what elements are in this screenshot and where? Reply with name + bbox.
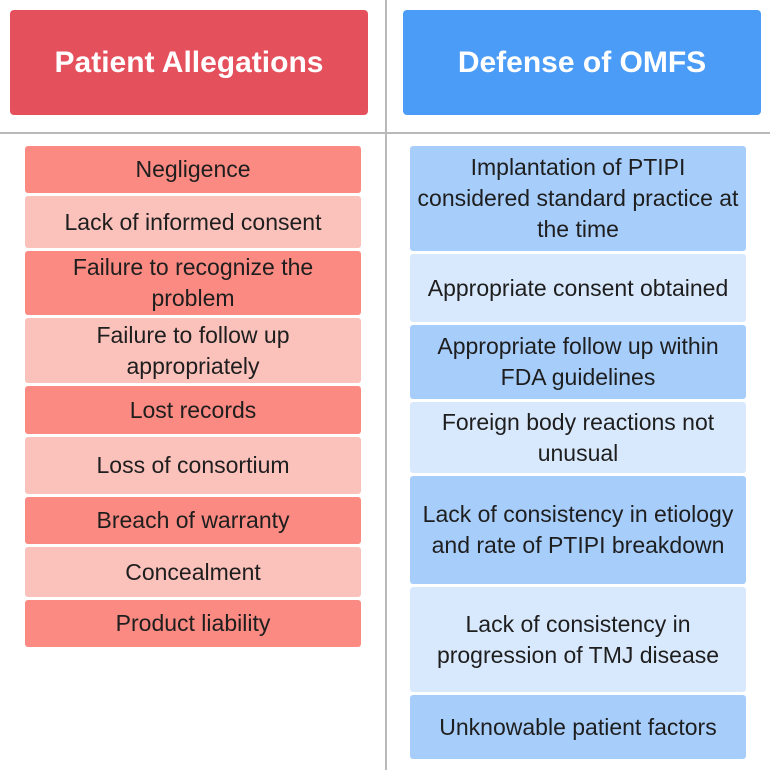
allegation-negligence: Negligence — [25, 146, 361, 193]
defense-appropriate-consent: Appropriate consent obtained — [410, 254, 746, 322]
defense-unknowable-factors: Unknowable patient factors — [410, 695, 746, 759]
allegation-concealment: Concealment — [25, 547, 361, 597]
defense-foreign-body-reactions: Foreign body reactions not unusual — [410, 402, 746, 473]
allegation-failure-to-recognize: Failure to recognize the problem — [25, 251, 361, 315]
header-divider — [0, 132, 770, 134]
defense-of-omfs-header: Defense of OMFS — [403, 10, 761, 115]
allegation-failure-to-follow-up: Failure to follow up appropriately — [25, 318, 361, 383]
column-divider — [385, 0, 387, 770]
defense-etiology-consistency: Lack of consistency in etiology and rate… — [410, 476, 746, 584]
allegation-breach-of-warranty: Breach of warranty — [25, 497, 361, 544]
defense-appropriate-follow-up: Appropriate follow up within FDA guideli… — [410, 325, 746, 399]
allegation-loss-of-consortium: Loss of consortium — [25, 437, 361, 494]
allegation-lost-records: Lost records — [25, 386, 361, 434]
allegation-lack-of-informed-consent: Lack of informed consent — [25, 196, 361, 248]
patient-allegations-header: Patient Allegations — [10, 10, 368, 115]
defense-standard-practice: Implantation of PTIPI considered standar… — [410, 146, 746, 251]
allegation-product-liability: Product liability — [25, 600, 361, 647]
defense-tmj-progression: Lack of consistency in progression of TM… — [410, 587, 746, 692]
